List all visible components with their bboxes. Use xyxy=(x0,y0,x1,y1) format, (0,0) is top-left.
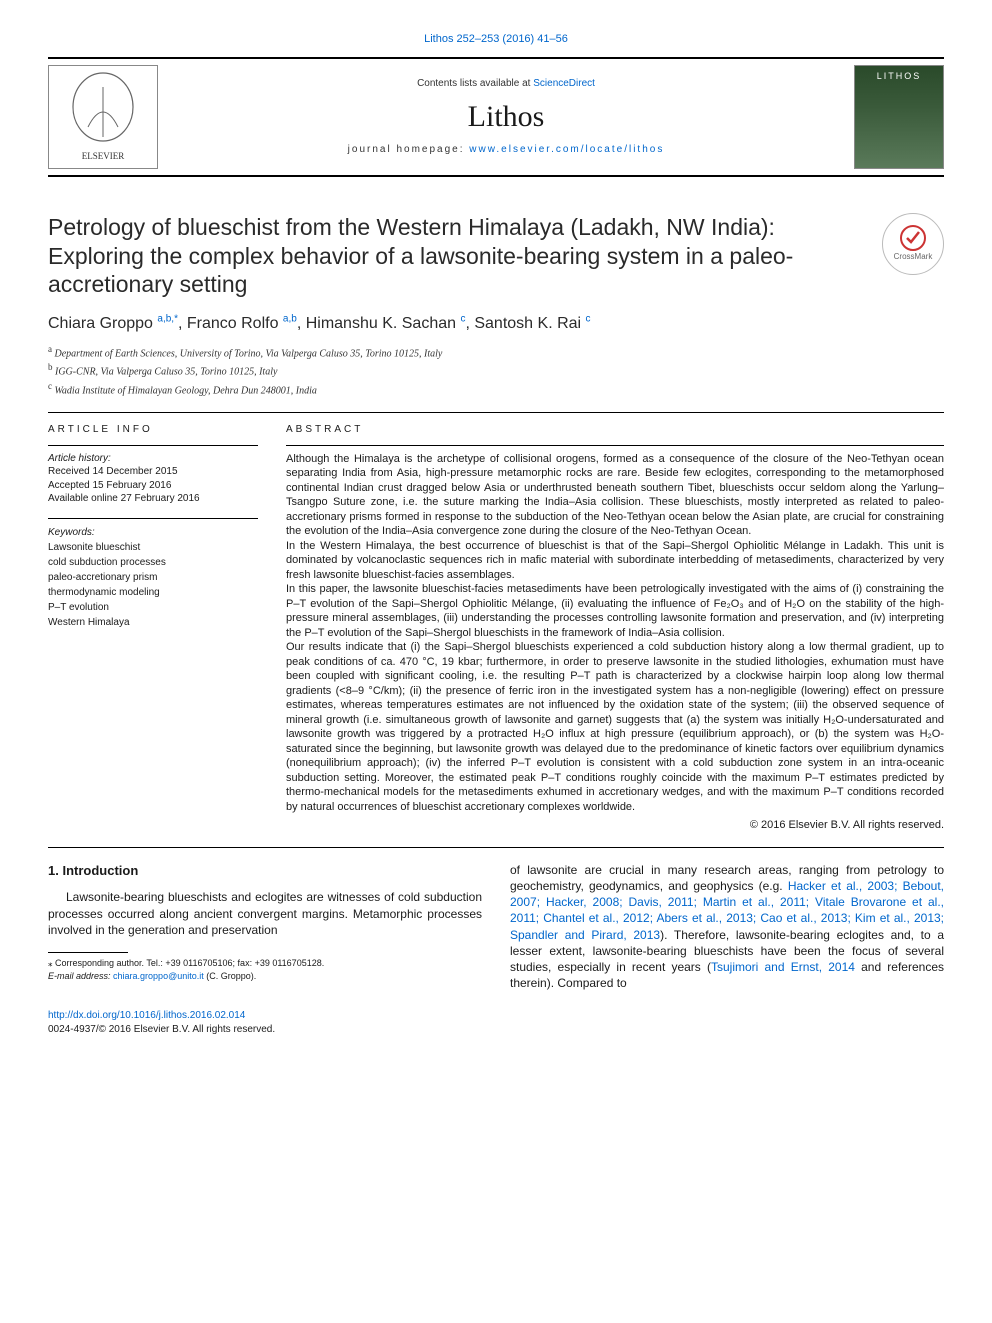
contents-prefix: Contents lists available at xyxy=(417,78,533,89)
body-paragraph: Lawsonite-bearing blueschists and eclogi… xyxy=(48,889,482,938)
author: , Santosh K. Rai c xyxy=(465,315,590,332)
journal-cover-thumb xyxy=(854,65,944,169)
footnote-line: ⁎ Corresponding author. Tel.: +39 011670… xyxy=(48,957,482,970)
history-line: Received 14 December 2015 xyxy=(48,465,258,479)
crossmark-label: CrossMark xyxy=(894,252,933,263)
abstract-paragraph: Our results indicate that (i) the Sapi–S… xyxy=(286,640,944,814)
journal-homepage-line: journal homepage: www.elsevier.com/locat… xyxy=(348,143,665,157)
affiliation: b IGG-CNR, Via Valperga Caluso 35, Torin… xyxy=(48,361,944,379)
citation-link[interactable]: Tsujimori and Ernst, 2014 xyxy=(711,960,855,974)
svg-text:ELSEVIER: ELSEVIER xyxy=(82,151,125,161)
footer-identifiers: http://dx.doi.org/10.1016/j.lithos.2016.… xyxy=(48,1009,944,1037)
crossmark-badge[interactable]: CrossMark xyxy=(882,213,944,275)
homepage-prefix: journal homepage: xyxy=(348,144,470,155)
author: , Himanshu K. Sachan c xyxy=(297,315,466,332)
journal-homepage-link[interactable]: www.elsevier.com/locate/lithos xyxy=(469,144,664,155)
keyword: cold subduction processes xyxy=(48,555,258,570)
body-two-column: 1. Introduction Lawsonite-bearing bluesc… xyxy=(48,862,944,992)
author: , Franco Rolfo a,b xyxy=(178,315,297,332)
elsevier-logo: ELSEVIER xyxy=(48,65,158,169)
authors-line: Chiara Groppo a,b,*, Franco Rolfo a,b, H… xyxy=(48,313,944,335)
abstract-paragraph: In the Western Himalaya, the best occurr… xyxy=(286,539,944,583)
journal-name: Lithos xyxy=(468,97,545,138)
article-history-label: Article history: xyxy=(48,452,258,466)
contents-list-line: Contents lists available at ScienceDirec… xyxy=(417,77,595,91)
keywords-label: Keywords: xyxy=(48,525,258,540)
keyword: thermodynamic modeling xyxy=(48,585,258,600)
abstract-copyright: © 2016 Elsevier B.V. All rights reserved… xyxy=(286,818,944,833)
abstract-paragraph: In this paper, the lawsonite blueschist-… xyxy=(286,582,944,640)
section-heading: 1. Introduction xyxy=(48,862,482,880)
history-line: Accepted 15 February 2016 xyxy=(48,479,258,493)
email-suffix: (C. Groppo). xyxy=(204,971,257,981)
issn-copyright-line: 0024-4937/© 2016 Elsevier B.V. All right… xyxy=(48,1023,944,1037)
rule xyxy=(48,412,944,413)
affiliations: a Department of Earth Sciences, Universi… xyxy=(48,343,944,398)
keyword: P–T evolution xyxy=(48,600,258,615)
keyword: paleo-accretionary prism xyxy=(48,570,258,585)
abstract-column: ABSTRACT Although the Himalaya is the ar… xyxy=(286,423,944,833)
author: Chiara Groppo a,b,* xyxy=(48,315,178,332)
article-info-heading: ARTICLE INFO xyxy=(48,423,258,437)
keyword: Lawsonite blueschist xyxy=(48,540,258,555)
sciencedirect-link[interactable]: ScienceDirect xyxy=(533,78,595,89)
abstract-paragraph: Although the Himalaya is the archetype o… xyxy=(286,452,944,539)
article-info-column: ARTICLE INFO Article history: Received 1… xyxy=(48,423,258,833)
footnote-rule xyxy=(48,952,128,953)
affiliation: a Department of Earth Sciences, Universi… xyxy=(48,343,944,361)
corresponding-author-footnote: ⁎ Corresponding author. Tel.: +39 011670… xyxy=(48,957,482,982)
article-title: Petrology of blueschist from the Western… xyxy=(48,213,870,299)
rule xyxy=(48,847,944,848)
abstract-heading: ABSTRACT xyxy=(286,423,944,437)
history-line: Available online 27 February 2016 xyxy=(48,492,258,506)
journal-header: ELSEVIER Contents lists available at Sci… xyxy=(48,57,944,177)
footnote-email-line: E-mail address: chiara.groppo@unito.it (… xyxy=(48,970,482,983)
doi-link[interactable]: http://dx.doi.org/10.1016/j.lithos.2016.… xyxy=(48,1010,245,1021)
running-head-citation: Lithos 252–253 (2016) 41–56 xyxy=(48,32,944,47)
crossmark-icon xyxy=(899,224,927,252)
email-link[interactable]: chiara.groppo@unito.it xyxy=(113,971,204,981)
keyword: Western Himalaya xyxy=(48,615,258,630)
affiliation: c Wadia Institute of Himalayan Geology, … xyxy=(48,380,944,398)
body-paragraph: of lawsonite are crucial in many researc… xyxy=(510,862,944,992)
email-label: E-mail address: xyxy=(48,971,113,981)
